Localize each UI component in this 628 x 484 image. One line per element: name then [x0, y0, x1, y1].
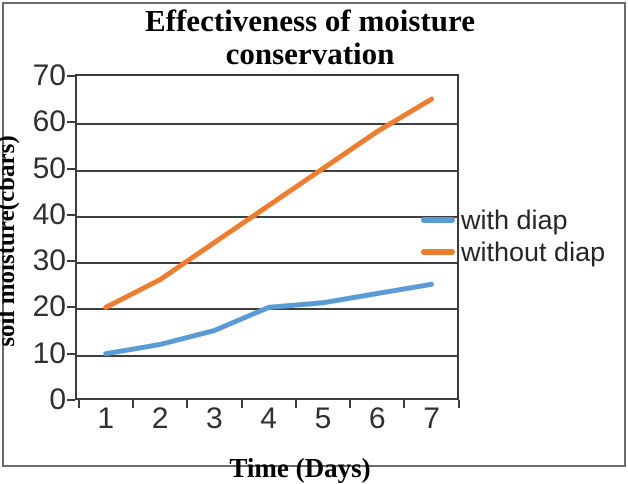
gridline-y-50: [77, 169, 457, 172]
x-tick-label-6: 6: [368, 402, 386, 435]
x-tick: [403, 400, 406, 408]
series-line-with-diap: [103, 281, 434, 357]
chart-title-line2: conservation: [225, 36, 395, 71]
y-tick-label-40: 40: [32, 197, 66, 231]
series-line-without-diap: [103, 96, 434, 310]
y-tick: [67, 260, 75, 263]
x-tick: [186, 400, 189, 408]
y-tick-label-60: 60: [32, 105, 66, 139]
x-tick-label-1: 1: [97, 402, 115, 435]
y-tick-label-10: 10: [32, 336, 66, 370]
x-tick-label-5: 5: [314, 402, 332, 435]
chart-title-line1: Effectiveness of moisture: [144, 3, 475, 38]
y-tick-label-50: 50: [32, 151, 66, 185]
legend-label: without diap: [461, 236, 606, 267]
legend: with diap without diap: [421, 204, 605, 268]
y-tick: [67, 167, 75, 170]
gridline-y-30: [77, 262, 457, 265]
y-tick: [67, 121, 75, 124]
y-tick-label-0: 0: [49, 383, 66, 416]
gridline-y-10: [77, 354, 457, 357]
line-series-layer: [103, 96, 434, 357]
y-tick-label-30: 30: [32, 244, 66, 278]
x-tick: [240, 400, 243, 408]
x-tick: [294, 400, 297, 408]
y-tick: [67, 399, 75, 401]
legend-swatch: [421, 217, 455, 223]
y-tick: [67, 306, 75, 309]
x-tick-label-4: 4: [260, 402, 277, 435]
legend-item-without-diap: without diap: [421, 236, 605, 268]
y-tick: [67, 352, 75, 355]
y-tick: [67, 213, 75, 216]
x-tick-label-2: 2: [151, 402, 169, 435]
legend-label: with diap: [461, 204, 568, 235]
gridline-y-60: [77, 123, 457, 126]
x-tick-label-7: 7: [423, 402, 440, 435]
x-tick: [131, 400, 134, 408]
y-tick: [67, 75, 75, 77]
x-tick: [349, 400, 352, 408]
x-tick: [77, 400, 80, 408]
gridline-y-40: [77, 215, 457, 218]
x-tick: [457, 400, 460, 408]
x-tick-label-3: 3: [206, 402, 223, 435]
chart-title: Effectiveness of moisture conservation: [60, 4, 560, 70]
y-tick-label-20: 20: [32, 290, 66, 324]
legend-swatch: [421, 249, 455, 255]
legend-item-with-diap: with diap: [421, 204, 605, 236]
y-tick-label-70: 70: [32, 59, 66, 92]
